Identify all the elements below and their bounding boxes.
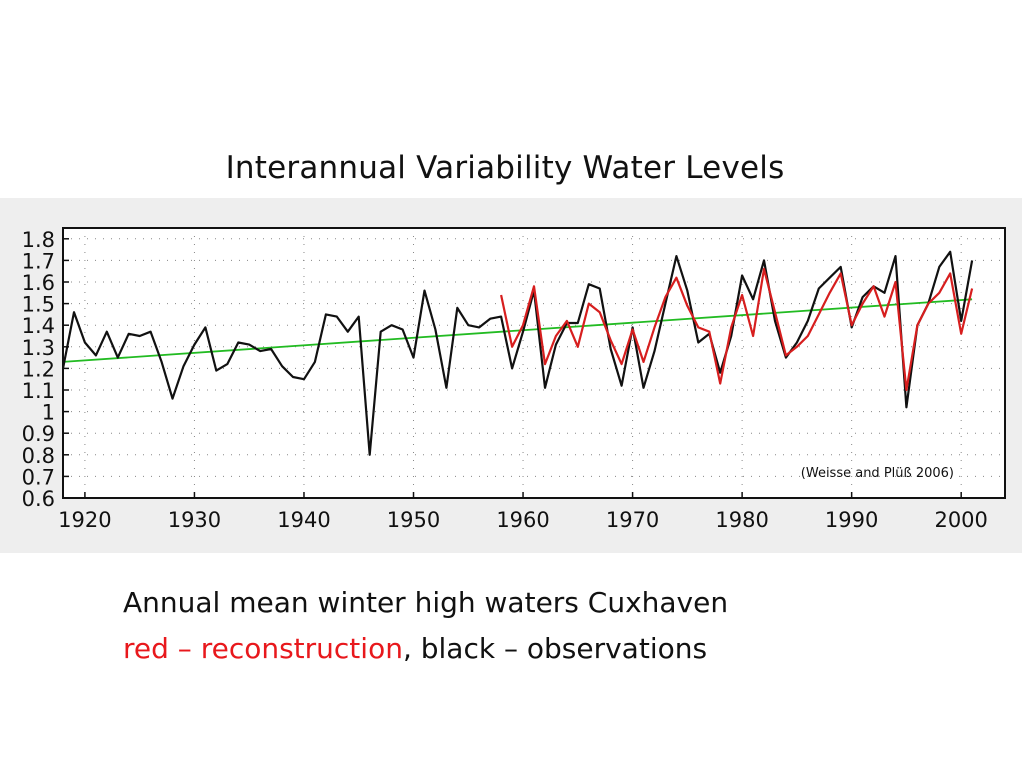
observations-series-line: [61, 250, 974, 456]
y-tick-label: 1.7: [22, 249, 55, 273]
x-tick-label: 1990: [825, 508, 878, 532]
grid-layer: [63, 228, 1005, 499]
x-tick-label: 1970: [606, 508, 659, 532]
y-tick-label: 0.7: [22, 465, 55, 489]
x-tick-label: 1960: [496, 508, 549, 532]
y-tick-label: 1.5: [22, 293, 55, 317]
chart-panel: 0.6 0.7 0.8 0.9 1 1.1 1.2 1.3 1.4 1.5 1.6 1.7 1.8 192…: [0, 198, 1022, 553]
caption-line-2: red – reconstruction, black – observatio…: [123, 632, 707, 665]
y-tick-label: 1: [42, 401, 55, 425]
slide-title: Interannual Variability Water Levels: [225, 150, 785, 186]
y-tick-label: 1.1: [22, 379, 55, 403]
source-annotation: (Weisse and Plüß 2006): [801, 466, 954, 481]
y-tick-label: 1.2: [22, 357, 55, 381]
y-tick-label: 1.6: [22, 271, 55, 295]
y-tick-label: 0.8: [22, 444, 55, 468]
series-layer: [61, 250, 974, 456]
x-tick-label: 1980: [715, 508, 768, 532]
y-tick-label: 1.4: [22, 314, 55, 338]
y-tick-label: 1.8: [22, 228, 55, 252]
x-tick-label: 1930: [168, 508, 221, 532]
y-tick-label: 0.6: [22, 487, 55, 511]
reconstruction-series-line: [500, 267, 974, 392]
caption-red-part: red – reconstruction: [123, 632, 403, 665]
plot-frame: [62, 227, 1006, 499]
caption-black-part: , black – observations: [402, 632, 708, 665]
x-tick-label: 1950: [387, 508, 440, 532]
plot-background: [63, 228, 1005, 498]
ticks-layer: 0.60.70.80.911.11.21.31.41.51.61.71.8 192…: [22, 228, 988, 532]
line-chart: 0.60.70.80.911.11.21.31.41.51.61.71.8 192…: [22, 227, 1006, 532]
caption-line-1: Annual mean winter high waters Cuxhaven: [123, 586, 729, 619]
x-tick-label: 1920: [58, 508, 111, 532]
y-tick-label: 0.9: [22, 422, 55, 446]
x-tick-label: 2000: [934, 508, 987, 532]
y-tick-label: 1.3: [22, 336, 55, 360]
x-tick-label: 1940: [277, 508, 330, 532]
